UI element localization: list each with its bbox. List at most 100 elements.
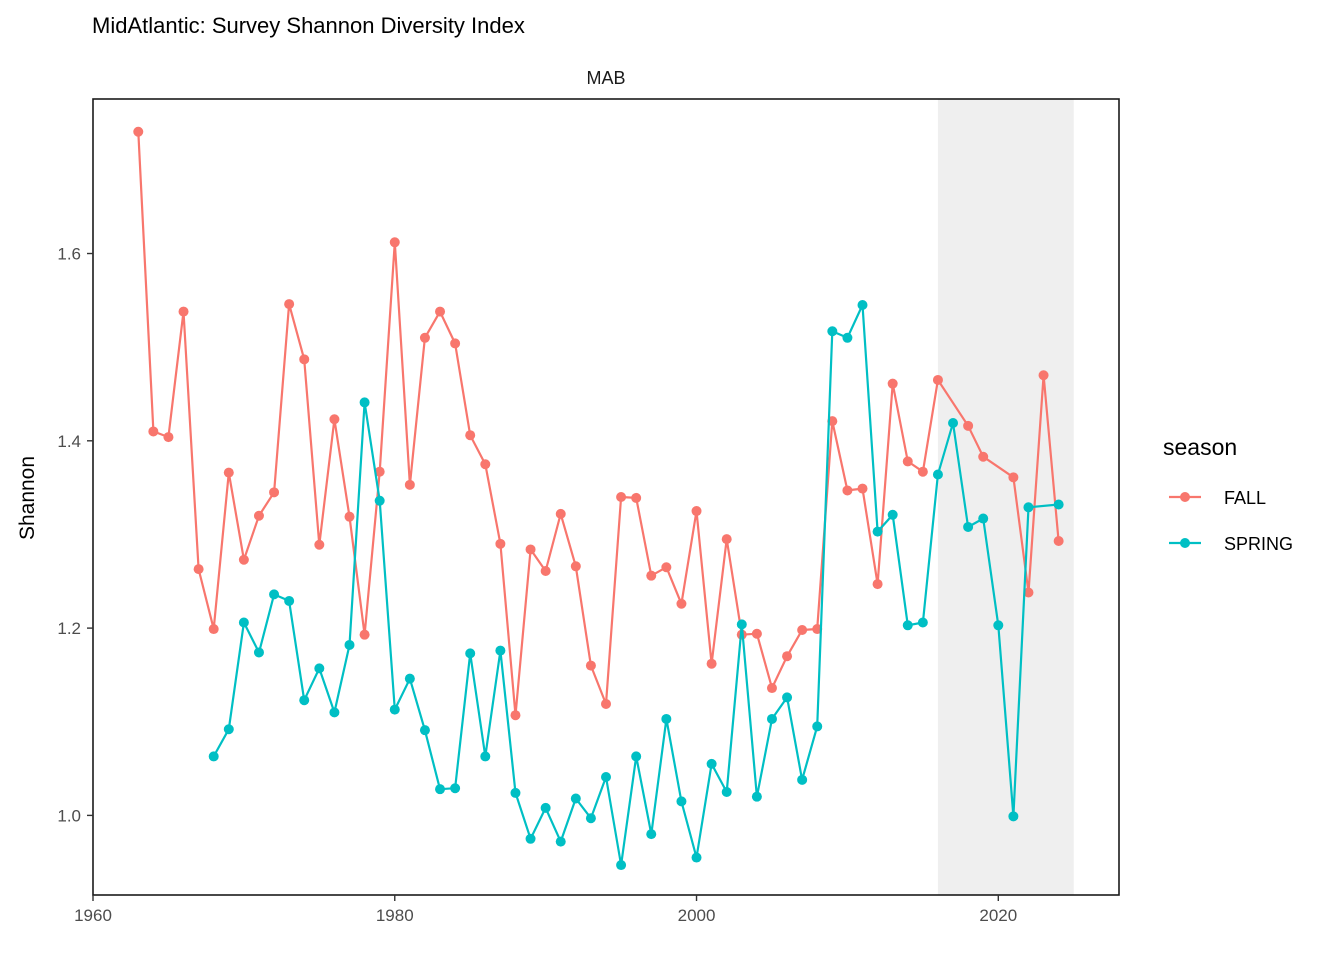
data-point-spring <box>555 836 566 847</box>
data-point-fall <box>525 544 536 555</box>
data-point-spring <box>1053 499 1064 510</box>
data-point-fall <box>570 561 581 572</box>
data-point-spring <box>631 751 642 762</box>
data-point-fall <box>253 510 264 521</box>
data-point-spring <box>495 645 506 656</box>
legend-key-point-spring <box>1180 538 1190 548</box>
data-point-spring <box>812 721 823 732</box>
data-point-spring <box>616 860 627 871</box>
highlight-band <box>937 99 1074 895</box>
x-tick-label: 1960 <box>74 906 112 925</box>
data-point-fall <box>751 628 762 639</box>
facet-strip-label: MAB <box>586 68 625 88</box>
data-point-fall <box>465 430 476 441</box>
legend: season FALL SPRING <box>1163 434 1293 554</box>
data-point-spring <box>691 852 702 863</box>
data-point-spring <box>208 751 219 762</box>
data-point-fall <box>766 683 777 694</box>
data-point-fall <box>359 629 370 640</box>
legend-label-fall: FALL <box>1224 488 1266 508</box>
data-point-spring <box>374 495 385 506</box>
data-point-fall <box>1038 370 1049 381</box>
data-point-spring <box>676 796 687 807</box>
data-point-spring <box>284 595 295 606</box>
data-point-fall <box>208 624 219 635</box>
data-point-spring <box>525 833 536 844</box>
data-point-spring <box>419 725 430 736</box>
data-point-spring <box>887 509 898 520</box>
data-point-fall <box>797 624 808 635</box>
data-point-fall <box>435 306 446 317</box>
data-point-spring <box>842 332 853 343</box>
data-point-fall <box>963 420 974 431</box>
data-point-fall <box>676 598 687 609</box>
data-point-fall <box>148 426 159 437</box>
data-point-fall <box>661 562 672 573</box>
data-point-spring <box>1023 502 1034 513</box>
data-point-spring <box>435 784 446 795</box>
data-point-fall <box>284 299 295 310</box>
data-point-fall <box>223 467 234 478</box>
data-point-spring <box>480 751 491 762</box>
data-point-spring <box>1008 811 1019 822</box>
data-point-fall <box>902 456 913 467</box>
data-point-fall <box>1008 472 1019 483</box>
data-point-spring <box>857 300 868 311</box>
data-point-fall <box>510 710 521 721</box>
data-point-fall <box>299 354 310 365</box>
data-point-spring <box>646 829 657 840</box>
data-point-spring <box>706 758 717 769</box>
data-point-fall <box>329 414 340 425</box>
data-point-spring <box>585 813 596 824</box>
x-tick-label: 1980 <box>376 906 414 925</box>
data-point-fall <box>540 565 551 576</box>
data-point-fall <box>314 539 325 550</box>
data-point-spring <box>314 663 325 674</box>
data-point-spring <box>782 692 793 703</box>
x-tick-label: 2000 <box>678 906 716 925</box>
data-point-fall <box>1053 536 1064 547</box>
data-point-spring <box>253 647 264 658</box>
data-point-fall <box>389 237 400 248</box>
data-point-spring <box>570 793 581 804</box>
data-point-spring <box>661 713 672 724</box>
data-point-spring <box>721 786 732 797</box>
data-point-fall <box>419 332 430 343</box>
data-point-spring <box>601 772 611 783</box>
data-point-spring <box>389 704 400 715</box>
data-point-fall <box>1023 587 1034 598</box>
data-point-fall <box>344 511 355 522</box>
data-point-spring <box>359 397 370 408</box>
data-point-fall <box>404 479 415 490</box>
legend-label-spring: SPRING <box>1224 534 1293 554</box>
y-axis-title: Shannon <box>16 456 39 540</box>
data-point-fall <box>917 466 928 477</box>
data-point-spring <box>932 469 943 480</box>
data-point-spring <box>510 787 521 798</box>
y-tick-label: 1.2 <box>57 619 81 638</box>
data-point-fall <box>631 492 642 503</box>
data-point-spring <box>963 521 974 532</box>
data-point-spring <box>465 648 476 659</box>
data-point-spring <box>766 713 777 724</box>
data-point-spring <box>827 326 838 337</box>
data-point-spring <box>223 724 234 735</box>
data-point-spring <box>917 617 928 628</box>
data-point-spring <box>948 418 959 429</box>
chart-title: MidAtlantic: Survey Shannon Diversity In… <box>92 13 525 38</box>
data-point-fall <box>782 651 793 662</box>
data-point-fall <box>374 466 385 477</box>
data-point-fall <box>932 374 943 385</box>
legend-title: season <box>1163 434 1237 460</box>
data-point-fall <box>238 554 249 565</box>
data-point-spring <box>902 620 913 631</box>
data-point-fall <box>555 508 566 519</box>
panel-border <box>92 98 1120 896</box>
data-point-spring <box>540 802 551 813</box>
legend-key-point-fall <box>1180 492 1190 502</box>
data-point-fall <box>721 534 732 545</box>
data-point-fall <box>872 579 883 590</box>
y-tick-label: 1.6 <box>57 245 81 264</box>
data-point-spring <box>978 513 989 524</box>
